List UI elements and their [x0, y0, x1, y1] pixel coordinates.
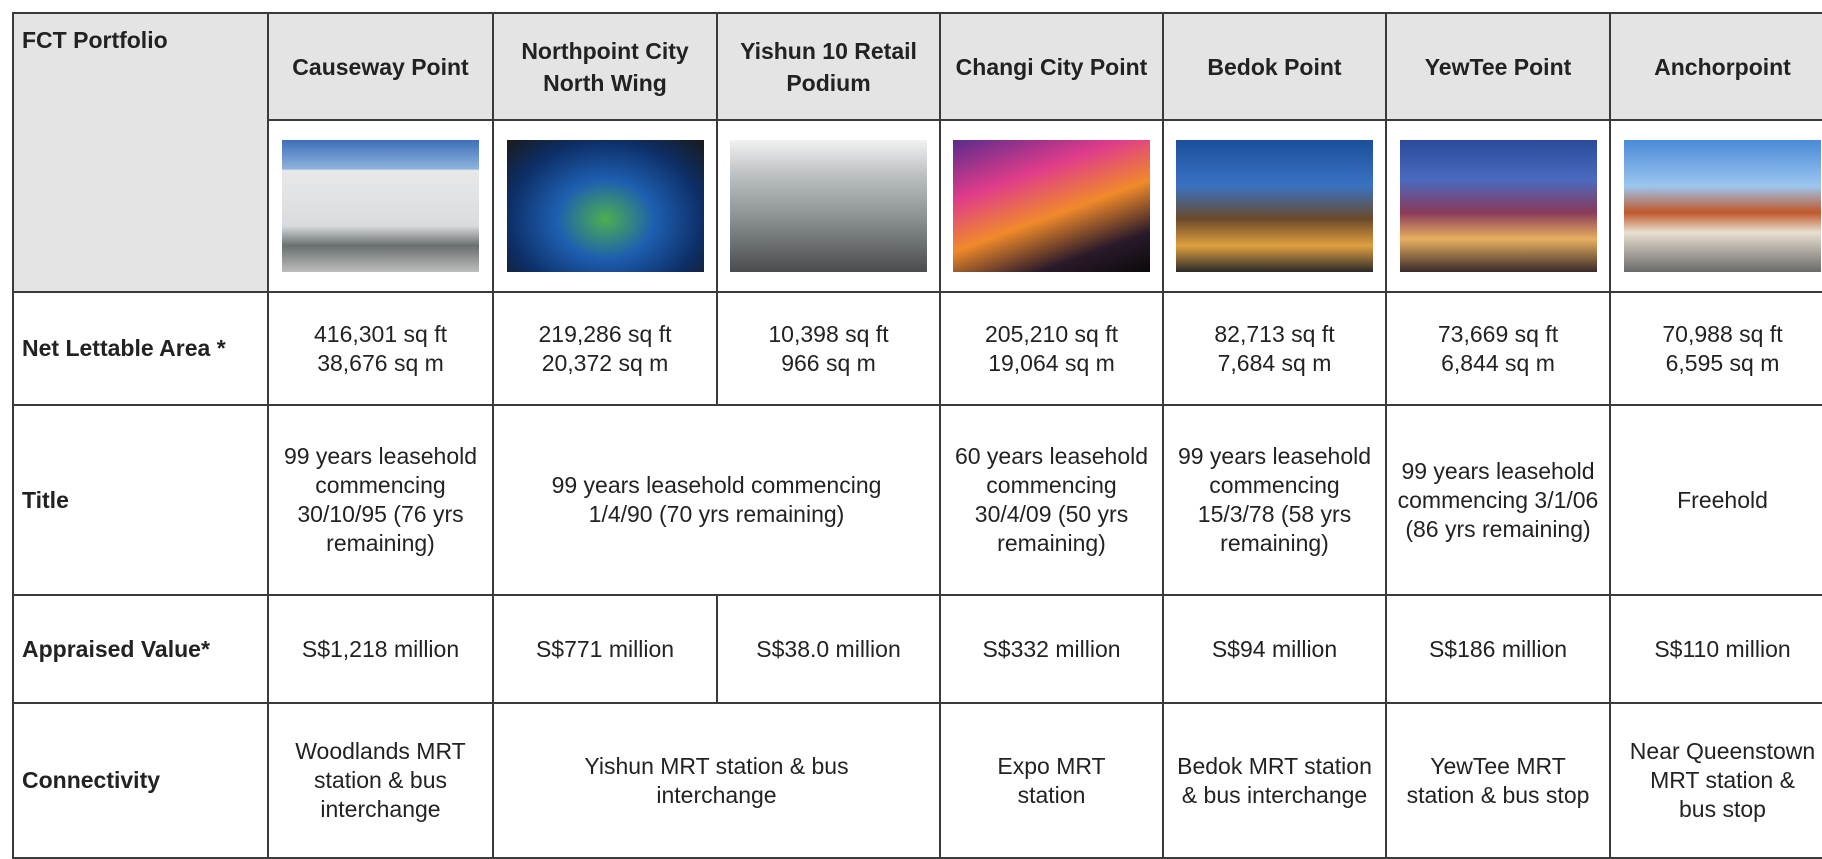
column-header: Causeway Point — [267, 12, 494, 121]
line: 7,684 sq m — [1217, 349, 1332, 376]
photo — [730, 140, 927, 272]
line: 416,301 sq ft — [314, 320, 447, 347]
cell: 73,669 sq ft 6,844 sq m — [1385, 291, 1611, 406]
photo-cell — [267, 119, 494, 293]
value-row: Appraised Value* S$1,218 million S$771 m… — [12, 594, 1822, 704]
row-label: Net Lettable Area * — [12, 291, 269, 406]
cell: S$94 million — [1162, 594, 1387, 704]
row-label: Connectivity — [12, 702, 269, 859]
cell: Yishun MRT station & bus interchange — [492, 702, 941, 859]
line: 19,064 sq m — [988, 349, 1115, 376]
cell: S$38.0 million — [716, 594, 941, 704]
line: 38,676 sq m — [317, 349, 444, 376]
cell: 10,398 sq ft 966 sq m — [716, 291, 941, 406]
cell: 99 years leasehold commencing 30/10/95 (… — [267, 404, 494, 596]
cell: S$186 million — [1385, 594, 1611, 704]
column-header: Yishun 10 Retail Podium — [716, 12, 941, 121]
photo-cell — [1609, 119, 1822, 293]
cell: 99 years leasehold commencing 3/1/06 (86… — [1385, 404, 1611, 596]
header-row: FCT Portfolio Causeway Point Northpoint … — [12, 12, 1822, 293]
photo-cell — [492, 119, 718, 293]
row-label: Title — [12, 404, 269, 596]
column-header: Bedok Point — [1162, 12, 1387, 121]
cell: 60 years leasehold commencing 30/4/09 (5… — [939, 404, 1164, 596]
line: 6,595 sq m — [1665, 349, 1780, 376]
cell: 205,210 sq ft 19,064 sq m — [939, 291, 1164, 406]
cell: Near Queenstown MRT station & bus stop — [1609, 702, 1822, 859]
line: 20,372 sq m — [541, 349, 669, 376]
photo — [282, 140, 479, 272]
line: 6,844 sq m — [1441, 349, 1555, 376]
cell: Freehold — [1609, 404, 1822, 596]
line: 966 sq m — [781, 349, 876, 376]
cell: S$332 million — [939, 594, 1164, 704]
nla-row: Net Lettable Area * 416,301 sq ft 38,676 … — [12, 291, 1822, 406]
cell: 219,286 sq ft 20,372 sq m — [492, 291, 718, 406]
column-header: Changi City Point — [939, 12, 1164, 121]
photo — [1399, 140, 1597, 272]
title-row: Title 99 years leasehold commencing 30/1… — [12, 404, 1822, 596]
photo-cell — [1385, 119, 1611, 293]
column-header: YewTee Point — [1385, 12, 1611, 121]
cell: YewTee MRT station & bus stop — [1385, 702, 1611, 859]
cell: Bedok MRT station & bus interchange — [1162, 702, 1387, 859]
line: 10,398 sq ft — [768, 320, 889, 347]
photo — [953, 140, 1150, 272]
cell: S$1,218 million — [267, 594, 494, 704]
column-header: Anchorpoint — [1609, 12, 1822, 121]
photo-cell — [716, 119, 941, 293]
column-header: Northpoint City North Wing — [492, 12, 718, 121]
cell: S$110 million — [1609, 594, 1822, 704]
cell: Expo MRT station — [939, 702, 1164, 859]
cell: 416,301 sq ft 38,676 sq m — [267, 291, 494, 406]
photo-cell — [1162, 119, 1387, 293]
line: 73,669 sq ft — [1437, 320, 1559, 347]
connectivity-row: Connectivity Woodlands MRT station & bus… — [12, 702, 1822, 859]
cell: Woodlands MRT station & bus interchange — [267, 702, 494, 859]
photo-row — [13, 119, 1822, 293]
cell: 99 years leasehold commencing 15/3/78 (5… — [1162, 404, 1387, 596]
line: 82,713 sq ft — [1214, 320, 1335, 347]
line: 70,988 sq ft — [1662, 320, 1783, 347]
cell: 70,988 sq ft 6,595 sq m — [1609, 291, 1822, 406]
line: 219,286 sq ft — [538, 320, 672, 347]
photo-cell — [939, 119, 1164, 293]
row-label: Appraised Value* — [12, 594, 269, 704]
photo — [506, 140, 704, 272]
cell: S$771 million — [492, 594, 718, 704]
line: 205,210 sq ft — [985, 320, 1118, 347]
portfolio-table: FCT Portfolio Causeway Point Northpoint … — [12, 12, 1822, 859]
photo — [1176, 140, 1373, 272]
cell: 99 years leasehold commencing 1/4/90 (70… — [492, 404, 941, 596]
cell: 82,713 sq ft 7,684 sq m — [1162, 291, 1387, 406]
corner-cell: FCT Portfolio — [12, 12, 269, 293]
photo — [1624, 140, 1821, 272]
